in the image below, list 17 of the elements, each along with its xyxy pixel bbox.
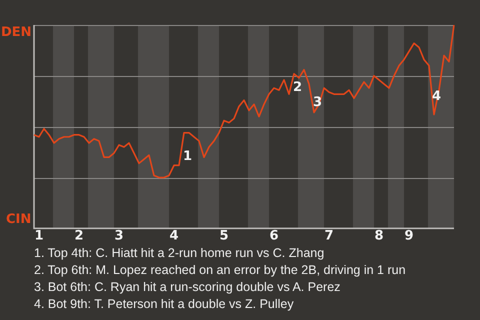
text: 2. Top 6th: M. Lopez reached on an error by the 2B, driving in 1 run [34, 262, 407, 279]
text: 3. Bot 6th: C. Ryan hit a run-scoring double vs A. Perez [34, 279, 342, 296]
x-tick-label: 3 [114, 228, 124, 244]
x-tick-label: 4 [169, 228, 179, 244]
x-tick-label: 5 [219, 228, 229, 244]
x-tick-label: 6 [269, 228, 279, 244]
text: CIN [6, 212, 32, 228]
x-tick-label: 7 [324, 228, 334, 244]
text: 4. Bot 9th: T. Peterson hit a double vs Z. Pulley [34, 296, 295, 313]
x-tick-label: 1 [34, 228, 44, 244]
text: DEN [1, 25, 32, 41]
annotation: 1 [183, 149, 192, 165]
x-tick-label: 8 [374, 228, 384, 244]
x-tick-label: 2 [74, 228, 84, 244]
text: 1. Top 4th: C. Hiatt hit a 2-run home run vs C. Zhang [34, 245, 326, 262]
annotation: 2 [293, 80, 302, 96]
x-tick-label: 9 [404, 228, 414, 244]
